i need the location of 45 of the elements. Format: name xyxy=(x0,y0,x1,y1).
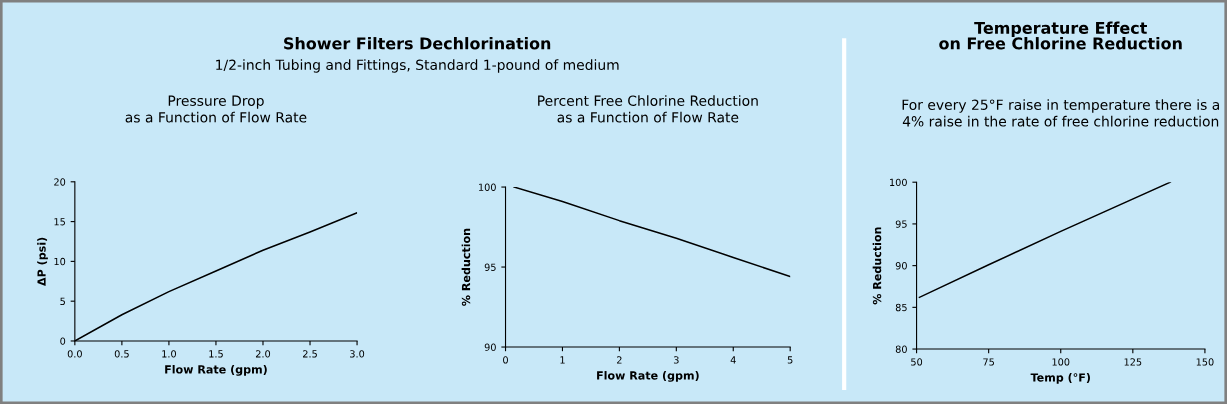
x-tick-label: 50 xyxy=(911,358,923,366)
y-tick-label: 95 xyxy=(484,263,496,271)
x-tick-label: 0 xyxy=(503,356,508,364)
y-tick-label: 85 xyxy=(895,303,907,312)
y-tick-label: 15 xyxy=(54,218,65,226)
y-axis-title: % Reduction xyxy=(872,227,882,305)
x-tick-label: 5 xyxy=(787,356,793,364)
y-tick-label: 0 xyxy=(60,337,66,345)
text: Shower Filters Dechlorination xyxy=(284,37,551,50)
x-tick-label: 125 xyxy=(1124,358,1142,366)
chart-title: Pressure Drop as a Function of Flow Rate xyxy=(125,95,307,123)
x-tick-label: 2 xyxy=(617,356,622,364)
y-tick-label: 90 xyxy=(895,262,907,270)
y-tick-label: 80 xyxy=(895,345,907,353)
y-tick-label: 10 xyxy=(54,257,66,266)
x-tick-label: 1.0 xyxy=(162,350,176,358)
x-axis-title: Flow Rate (gpm) xyxy=(165,364,267,376)
chart-title: Percent Free Chlorine Reduction as a Function of Flow Rate xyxy=(538,95,758,123)
x-tick-label: 3 xyxy=(673,356,679,364)
x-tick-label: 2.5 xyxy=(303,350,317,358)
line-series xyxy=(513,187,791,278)
y-tick-label: 90 xyxy=(484,343,496,351)
y-tick-label: 95 xyxy=(895,220,907,228)
x-tick-label: 2.0 xyxy=(255,350,271,358)
text: 1/2-inch Tubing and Fittings, Standard 1-pound of medium xyxy=(216,59,619,73)
x-tick-label: 3.0 xyxy=(350,350,365,358)
chart-subtitle: For every 25°F raise in temperature there is a 4% raise in the rate of free chlorine reduction xyxy=(902,99,1219,127)
y-tick-label: 100 xyxy=(479,183,496,191)
x-tick-label: 0.5 xyxy=(114,350,129,358)
x-tick-label: 1.5 xyxy=(209,350,223,358)
x-tick-label: 150 xyxy=(1196,358,1214,366)
line-series xyxy=(918,182,1172,299)
x-axis-title: Flow Rate (gpm) xyxy=(597,371,699,382)
y-axis-title: ΔP (psi) xyxy=(37,237,48,286)
chart-title: Temperature Effect on Free Chlorine Reduction xyxy=(939,21,1182,50)
y-tick-label: 20 xyxy=(54,178,66,186)
x-tick-label: 1 xyxy=(560,356,565,364)
x-tick-label: 0.0 xyxy=(67,350,82,358)
y-axis-title: % Reduction xyxy=(461,228,471,306)
x-axis-title: Temp (°F) xyxy=(1030,373,1090,384)
y-tick-label: 5 xyxy=(60,297,65,306)
y-tick-label: 100 xyxy=(890,178,907,187)
x-tick-label: 100 xyxy=(1052,358,1070,366)
x-tick-label: 4 xyxy=(730,356,736,364)
x-tick-label: 75 xyxy=(983,358,994,366)
